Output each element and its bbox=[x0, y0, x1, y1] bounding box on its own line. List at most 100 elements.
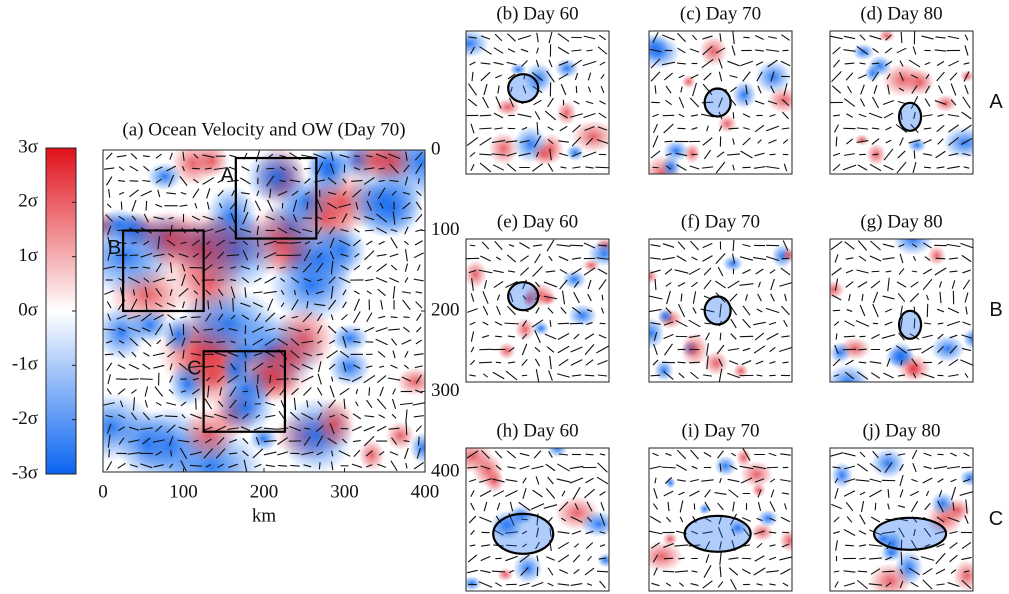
velocity-arrow bbox=[129, 189, 139, 198]
velocity-arrow bbox=[170, 450, 173, 457]
velocity-arrow bbox=[401, 216, 412, 220]
velocity-arrow bbox=[413, 278, 424, 282]
velocity-arrow bbox=[704, 489, 711, 498]
velocity-arrow bbox=[317, 412, 323, 421]
velocity-arrow bbox=[951, 280, 956, 289]
velocity-arrow bbox=[689, 490, 700, 497]
velocity-arrow bbox=[756, 517, 763, 522]
velocity-arrow bbox=[252, 362, 264, 371]
velocity-arrow bbox=[467, 308, 478, 313]
velocity-arrow bbox=[507, 48, 516, 53]
velocity-arrow bbox=[192, 252, 200, 258]
velocity-arrow bbox=[935, 568, 946, 575]
velocity-arrow bbox=[244, 401, 247, 407]
velocity-arrow bbox=[342, 191, 347, 196]
velocity-arrow bbox=[414, 151, 423, 161]
velocity-arrow bbox=[691, 570, 698, 573]
velocity-arrow bbox=[415, 374, 422, 384]
velocity-arrow bbox=[535, 281, 540, 288]
velocity-arrow bbox=[338, 203, 351, 208]
velocity-arrow bbox=[871, 127, 880, 130]
velocity-arrow bbox=[242, 250, 249, 261]
velocity-arrow bbox=[230, 213, 236, 224]
velocity-arrow bbox=[844, 241, 855, 250]
velocity-arrow bbox=[572, 487, 581, 500]
velocity-arrow bbox=[933, 465, 948, 470]
velocity-arrow bbox=[690, 114, 699, 117]
velocity-arrow bbox=[232, 298, 234, 312]
velocity-arrow bbox=[244, 287, 247, 298]
velocity-arrow bbox=[570, 113, 583, 118]
velocity-arrow bbox=[651, 582, 660, 587]
velocity-arrow bbox=[691, 34, 698, 41]
velocity-arrow bbox=[168, 323, 174, 336]
velocity-arrow bbox=[561, 290, 566, 305]
velocity-arrow bbox=[252, 338, 264, 346]
velocity-arrow bbox=[521, 333, 528, 340]
velocity-arrow bbox=[301, 363, 313, 370]
velocity-arrow bbox=[754, 555, 765, 562]
velocity-arrow bbox=[191, 388, 200, 395]
velocity-arrow bbox=[835, 540, 838, 551]
velocity-arrow bbox=[599, 580, 606, 589]
velocity-arrow bbox=[301, 412, 314, 420]
velocity-arrow bbox=[482, 305, 489, 316]
velocity-arrow bbox=[937, 500, 944, 513]
velocity-arrow bbox=[689, 48, 700, 53]
velocity-arrow bbox=[571, 136, 582, 147]
velocity-arrow bbox=[399, 402, 414, 406]
velocity-arrow bbox=[353, 216, 361, 220]
velocity-arrow bbox=[677, 47, 686, 54]
velocity-arrow bbox=[143, 240, 150, 246]
velocity-arrow bbox=[543, 281, 558, 288]
ow-blob bbox=[565, 144, 585, 162]
velocity-arrow bbox=[203, 328, 214, 331]
velocity-arrow bbox=[244, 338, 247, 346]
velocity-arrow bbox=[833, 531, 840, 534]
velocity-arrow bbox=[193, 427, 199, 430]
ow-blob bbox=[147, 162, 183, 191]
velocity-arrow bbox=[690, 240, 699, 251]
velocity-arrow bbox=[470, 164, 475, 171]
velocity-arrow bbox=[923, 322, 932, 325]
velocity-arrow bbox=[216, 375, 225, 383]
velocity-arrow bbox=[277, 190, 288, 196]
velocity-arrow bbox=[279, 166, 286, 171]
velocity-arrow bbox=[939, 281, 942, 288]
velocity-arrow bbox=[166, 278, 176, 282]
velocity-arrow bbox=[675, 152, 688, 157]
velocity-arrow bbox=[784, 293, 787, 302]
velocity-arrow bbox=[947, 35, 960, 40]
velocity-arrow bbox=[505, 490, 518, 497]
velocity-arrow bbox=[353, 340, 361, 344]
velocity-arrow bbox=[949, 72, 958, 81]
velocity-arrow bbox=[509, 97, 514, 108]
velocity-arrow bbox=[962, 478, 971, 483]
velocity-arrow bbox=[507, 361, 516, 364]
velocity-arrow bbox=[885, 582, 892, 587]
velocity-arrow bbox=[130, 153, 138, 160]
velocity-arrow bbox=[534, 346, 541, 353]
velocity-arrow bbox=[107, 374, 111, 385]
velocity-arrow bbox=[727, 153, 740, 156]
velocity-arrow bbox=[900, 31, 903, 44]
velocity-arrow bbox=[910, 281, 919, 288]
velocity-arrow bbox=[884, 462, 893, 473]
velocity-arrow bbox=[964, 45, 969, 56]
velocity-arrow bbox=[403, 240, 409, 245]
velocity-arrow bbox=[330, 151, 334, 161]
velocity-arrow bbox=[342, 289, 347, 296]
velocity-arrow bbox=[107, 434, 111, 448]
velocity-arrow bbox=[231, 190, 235, 197]
velocity-arrow bbox=[665, 153, 672, 156]
velocity-arrow bbox=[856, 269, 869, 274]
velocity-arrow bbox=[691, 465, 698, 470]
velocity-arrow bbox=[412, 402, 425, 406]
velocity-arrow bbox=[728, 557, 739, 560]
velocity-arrow bbox=[652, 554, 659, 563]
velocity-arrow bbox=[405, 463, 408, 469]
velocity-arrow bbox=[650, 150, 661, 159]
velocity-arrow bbox=[389, 277, 399, 283]
velocity-arrow bbox=[678, 97, 685, 108]
velocity-arrow bbox=[779, 282, 792, 287]
